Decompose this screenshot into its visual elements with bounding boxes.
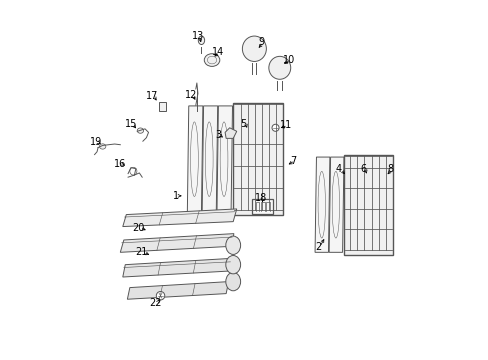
Text: 11: 11 [280, 120, 292, 130]
Ellipse shape [242, 36, 266, 62]
Polygon shape [159, 102, 166, 111]
Text: 4: 4 [335, 165, 342, 174]
Polygon shape [252, 199, 273, 213]
Text: 17: 17 [145, 91, 158, 101]
Ellipse shape [137, 128, 143, 133]
Ellipse shape [198, 36, 204, 45]
Polygon shape [187, 106, 203, 212]
Text: 8: 8 [386, 165, 392, 174]
Polygon shape [217, 106, 232, 212]
Text: 9: 9 [258, 37, 264, 48]
Polygon shape [343, 154, 392, 255]
Ellipse shape [225, 236, 240, 255]
Ellipse shape [225, 256, 240, 274]
Text: 10: 10 [282, 55, 294, 65]
Text: 16: 16 [114, 159, 126, 169]
Ellipse shape [204, 54, 219, 66]
Text: 14: 14 [211, 47, 224, 57]
Text: 19: 19 [89, 137, 102, 147]
Text: 13: 13 [191, 31, 203, 41]
Text: 20: 20 [131, 222, 144, 233]
Text: 18: 18 [255, 193, 267, 203]
Ellipse shape [225, 273, 240, 291]
Text: 12: 12 [184, 90, 197, 100]
Ellipse shape [156, 292, 164, 300]
Polygon shape [314, 157, 329, 252]
Text: 3: 3 [215, 130, 221, 140]
Text: 15: 15 [124, 119, 137, 129]
Text: 21: 21 [135, 247, 147, 257]
Polygon shape [120, 234, 233, 252]
Text: 1: 1 [172, 191, 179, 201]
Polygon shape [224, 128, 236, 138]
Polygon shape [328, 157, 343, 252]
Polygon shape [122, 258, 232, 277]
Polygon shape [127, 282, 228, 299]
Text: 5: 5 [240, 118, 246, 129]
Ellipse shape [271, 124, 279, 131]
Text: 22: 22 [149, 298, 162, 308]
Text: 7: 7 [289, 156, 296, 166]
Text: 2: 2 [314, 242, 320, 252]
Polygon shape [233, 103, 283, 215]
Ellipse shape [268, 57, 290, 79]
Polygon shape [202, 106, 217, 212]
Polygon shape [122, 209, 236, 226]
Text: 6: 6 [360, 165, 366, 174]
Ellipse shape [99, 144, 105, 149]
